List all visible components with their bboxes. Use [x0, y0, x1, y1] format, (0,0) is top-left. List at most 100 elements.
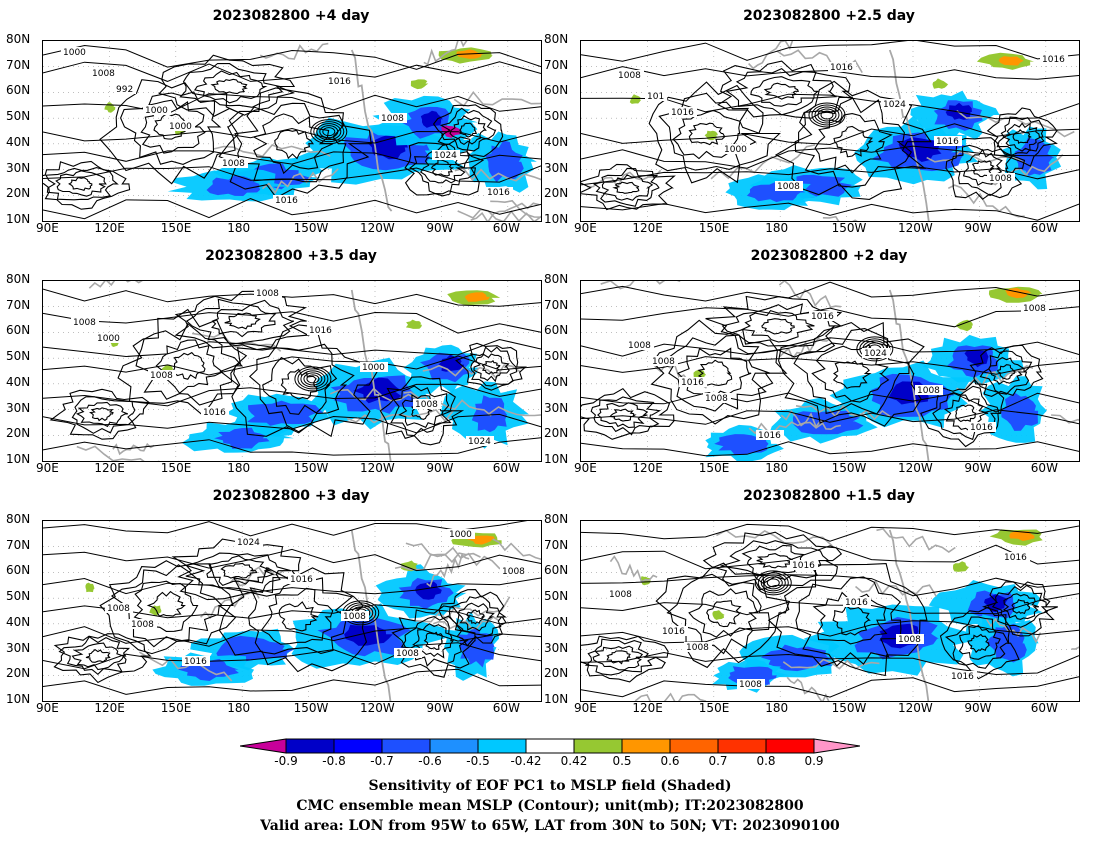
contour-label-bg: [679, 377, 707, 387]
lat-tick-label: 40N: [6, 134, 31, 149]
lon-tick-label: 120W: [898, 461, 933, 475]
mslp-contour: [248, 576, 354, 655]
contour-label: 1008: [73, 318, 96, 328]
mslp-contour: [601, 174, 654, 201]
mslp-contour: [457, 602, 495, 632]
lon-tick-label: 120W: [360, 701, 395, 715]
mslp-contour: [581, 306, 1079, 328]
lon-tick-label: 60W: [492, 701, 520, 715]
mslp-contour: [658, 92, 760, 171]
contour-label: 1016: [662, 627, 685, 637]
mslp-contour: [43, 413, 541, 434]
contour-label-bg: [616, 70, 644, 80]
mslp-contour: [997, 364, 1017, 380]
mslp-contour: [760, 574, 786, 592]
colorbar-segment: [285, 738, 335, 754]
colorbar-tick-label: -0.7: [370, 754, 394, 768]
contour-label: 1008: [618, 71, 641, 81]
positive-sensitivity-region: [640, 576, 651, 586]
mslp-contour: [820, 110, 834, 120]
colorbar-tick-label: -0.9: [274, 754, 298, 768]
mslp-contour: [466, 609, 486, 625]
mslp-contour: [655, 562, 791, 669]
lon-tick-label: 120E: [94, 461, 125, 475]
lat-tick-label: 30N: [544, 400, 569, 415]
contour-label: 1016: [671, 108, 694, 118]
coastline: [112, 442, 155, 456]
colorbar-segment: [765, 738, 815, 754]
contour-label-bg: [684, 642, 712, 652]
lat-tick-label: 70N: [544, 57, 569, 72]
mslp-contour: [310, 119, 348, 145]
mslp-contour: [581, 523, 1079, 542]
mslp-contour: [592, 645, 644, 671]
coastline: [488, 406, 541, 417]
positive-sensitivity-region: [932, 78, 949, 89]
negative-sensitivity-peak: [420, 110, 443, 128]
mslp-contour: [43, 127, 541, 144]
contour-label-bg: [105, 603, 133, 613]
mslp-contour: [982, 581, 1058, 637]
lon-tick-label: 60W: [1030, 461, 1058, 475]
contour-label-bg: [669, 107, 697, 117]
colorbar-tick-label: 0.6: [660, 754, 680, 768]
contour-label: 1016: [203, 408, 226, 418]
coastline: [229, 566, 288, 587]
contour-label: 1016: [487, 188, 510, 198]
positive-sensitivity-core: [998, 56, 1024, 66]
coastline: [76, 445, 160, 461]
contour-label-bg: [432, 150, 460, 160]
colorbar-tick-label: -0.6: [418, 754, 442, 768]
lat-tick-label: 20N: [544, 426, 569, 441]
mslp-contour: [763, 576, 783, 590]
contour-label-bg: [114, 84, 136, 94]
mslp-contour: [609, 408, 637, 422]
contour-label: 1000: [449, 530, 472, 540]
mslp-contour: [794, 96, 913, 188]
contour-label-bg: [703, 393, 731, 403]
coastline: [716, 529, 833, 547]
lon-tick-label: 150E: [160, 461, 192, 475]
mslp-contour: [43, 668, 541, 695]
lat-tick-label: 60N: [544, 323, 569, 338]
contour-label-bg: [1002, 552, 1030, 562]
contour-label: 101: [647, 92, 664, 102]
contour-label-bg: [809, 311, 837, 321]
mslp-contour: [43, 642, 541, 670]
mslp-contour: [817, 108, 837, 122]
contour-label: 1008: [777, 182, 800, 192]
contour-label: 1024: [468, 437, 491, 447]
mslp-contour: [590, 396, 662, 436]
lon-tick-label: 150W: [293, 221, 329, 235]
mslp-contour: [702, 531, 843, 591]
mslp-contour: [1002, 122, 1041, 152]
mslp-contour: [313, 121, 345, 143]
lat-tick-label: 60N: [6, 563, 31, 578]
mslp-contour: [750, 76, 820, 107]
lat-tick-label: 60N: [544, 563, 569, 578]
mslp-contour: [219, 324, 379, 438]
contour-label-bg: [987, 173, 1015, 183]
contour-label: 1000: [362, 363, 385, 373]
mslp-contour: [832, 360, 872, 389]
mslp-contour: [991, 584, 1049, 628]
lon-tick-label: 90W: [426, 461, 454, 475]
mslp-contour: [53, 633, 152, 684]
mslp-contour: [172, 351, 206, 380]
mslp-contour: [795, 576, 902, 667]
lon-tick-label: 120W: [898, 701, 933, 715]
mslp-contour: [706, 600, 742, 628]
positive-sensitivity-core: [1009, 531, 1035, 541]
contour-label-bg: [273, 195, 301, 205]
mslp-contour: [1002, 593, 1039, 620]
coastline: [138, 651, 233, 682]
positive-sensitivity-region: [712, 610, 725, 620]
mslp-contour: [955, 404, 977, 423]
lon-tick-label: 180: [765, 701, 789, 715]
mslp-contour: [481, 359, 501, 375]
mslp-contour: [581, 409, 1079, 425]
contour-label: 1000: [145, 106, 168, 116]
contour-label-bg: [862, 348, 890, 358]
